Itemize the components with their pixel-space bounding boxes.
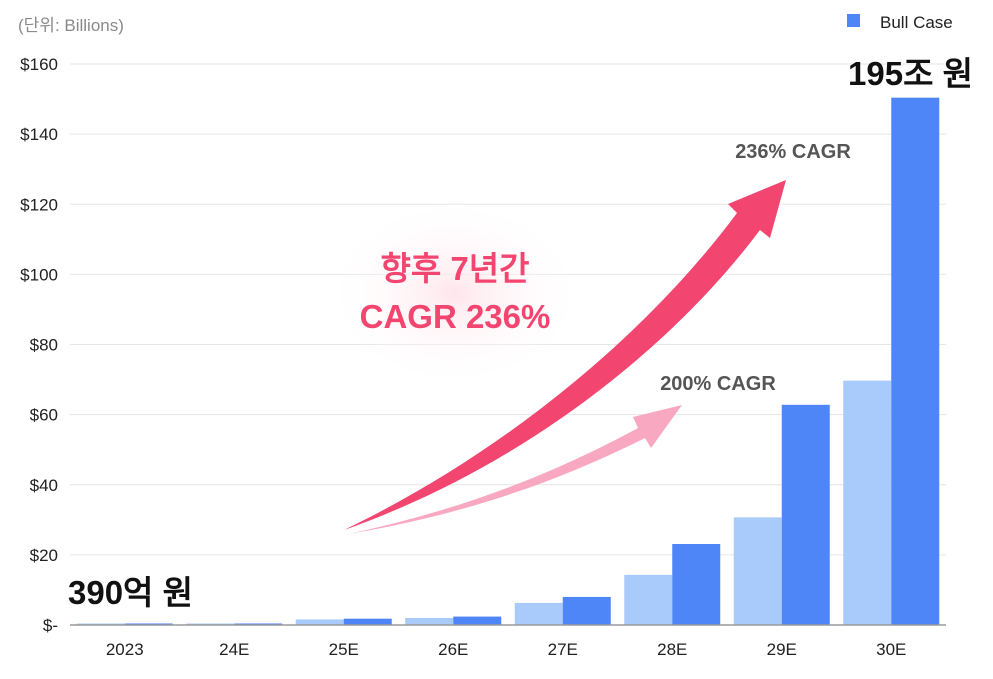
y-tick-label: $-	[43, 616, 58, 635]
headline-line-2: CAGR 236%	[360, 298, 551, 335]
y-tick-label: $120	[20, 195, 58, 214]
x-tick-label: 30E	[876, 640, 906, 659]
end-value-label: 195조 원	[848, 55, 973, 92]
y-tick-label: $40	[30, 476, 58, 495]
y-tick-label: $160	[20, 55, 58, 74]
start-value-label: 390억 원	[68, 574, 193, 611]
cagr-high-label: 236% CAGR	[735, 141, 851, 163]
headline-glow	[325, 198, 585, 388]
x-tick-label: 27E	[548, 640, 578, 659]
bull-case-bar	[672, 544, 721, 625]
base-case-bar	[843, 380, 892, 625]
y-tick-label: $100	[20, 265, 58, 284]
bull-case-bar	[781, 404, 830, 625]
headline-line-1: 향후 7년간	[381, 250, 530, 287]
base-case-bar	[624, 574, 673, 625]
bull-case-bar	[891, 97, 940, 625]
base-case-bar	[733, 517, 782, 625]
y-tick-label: $80	[30, 336, 58, 355]
legend-label: Bull Case	[880, 13, 953, 32]
x-tick-label: 28E	[657, 640, 687, 659]
base-case-bar	[295, 619, 344, 625]
y-tick-label: $140	[20, 125, 58, 144]
x-axis-ticks: 2023 24E 25E 26E 27E 28E 29E 30E	[70, 624, 946, 659]
bull-case-bar	[343, 618, 392, 625]
y-axis-ticks: $- $20 $40 $60 $80 $100 $120 $140 $160	[20, 55, 58, 635]
y-tick-label: $60	[30, 406, 58, 425]
arrow-236-cagr	[344, 180, 786, 530]
cagr-low-label: 200% CAGR	[660, 373, 776, 395]
legend: Bull Case	[847, 13, 953, 32]
legend-swatch	[847, 14, 860, 27]
base-case-bar	[514, 602, 563, 625]
x-tick-label: 26E	[438, 640, 468, 659]
x-tick-label: 2023	[106, 640, 144, 659]
x-tick-label: 29E	[767, 640, 797, 659]
unit-label: (단위: Billions)	[18, 16, 124, 35]
x-tick-label: 24E	[219, 640, 249, 659]
bull-case-bar	[453, 616, 502, 625]
y-tick-label: $20	[30, 546, 58, 565]
bull-case-bar	[562, 596, 611, 625]
x-tick-label: 25E	[329, 640, 359, 659]
bars	[76, 97, 940, 625]
arrow-200-cagr	[348, 405, 682, 534]
base-case-bar	[405, 617, 454, 625]
